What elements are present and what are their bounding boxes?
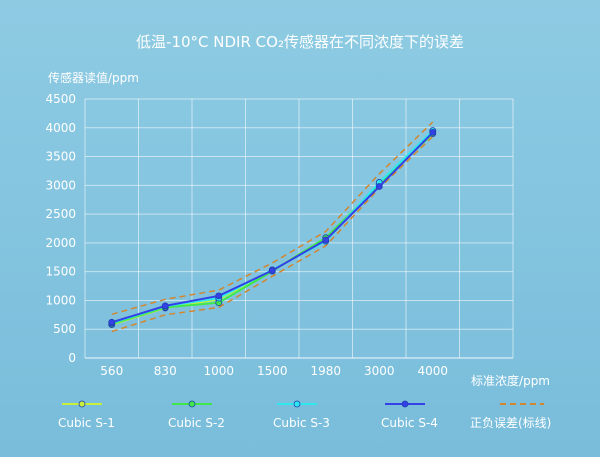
y-tick-label: 4500	[45, 92, 76, 106]
series-4-point	[322, 236, 330, 244]
x-tick-label: 1500	[257, 364, 288, 378]
y-tick-label: 1500	[45, 265, 76, 279]
series-line-4	[111, 131, 434, 324]
legend-swatch-marker	[188, 400, 196, 408]
legend-item-4: Cubic S-4	[381, 400, 438, 430]
legend-swatch-marker	[78, 400, 86, 408]
legend-swatch-marker	[293, 400, 301, 408]
series-4-point	[215, 292, 223, 300]
y-tick-label: 2500	[45, 207, 76, 221]
y-tick-label: 2000	[45, 236, 76, 250]
upper-error-line	[111, 121, 434, 316]
y-tick-label: 3000	[45, 178, 76, 192]
x-axis-label: 标准浓度/ppm	[471, 373, 550, 388]
legend-label: Cubic S-3	[273, 416, 330, 430]
y-tick-label: 0	[68, 351, 76, 365]
y-tick-label: 500	[53, 322, 76, 336]
x-tick-label: 3000	[364, 364, 395, 378]
legend-label: 正负误差(标线)	[470, 416, 551, 430]
x-tick-label: 1980	[310, 364, 341, 378]
series-4-point	[375, 183, 383, 190]
y-tick-label: 3500	[45, 150, 76, 164]
series-4-point	[161, 302, 169, 310]
legend-label: Cubic S-2	[168, 416, 225, 430]
legend-item-2: Cubic S-2	[168, 400, 225, 430]
series-4-point	[268, 267, 276, 274]
series-line-1	[111, 131, 434, 326]
x-tick-label: 1000	[203, 364, 234, 378]
series-line-2	[111, 132, 434, 325]
x-tick-label: 4000	[417, 364, 448, 378]
y-tick-label: 1000	[45, 293, 76, 307]
series-4-point	[108, 318, 116, 326]
series-4-point	[429, 128, 437, 136]
y-tick-label: 4000	[45, 121, 76, 135]
x-tick-label: 560	[100, 364, 123, 378]
legend-label: Cubic S-1	[58, 416, 115, 430]
legend-item-1: Cubic S-1	[58, 400, 115, 430]
series-line-3	[111, 129, 434, 324]
chart-title: 低温-10°C NDIR CO₂传感器在不同浓度下的误差	[136, 33, 464, 51]
lower-error-line	[111, 135, 434, 333]
y-axis-label: 传感器读值/ppm	[48, 70, 139, 85]
legend-swatch-marker	[401, 400, 409, 408]
series-band-fill	[111, 130, 433, 325]
x-tick-label: 830	[154, 364, 177, 378]
legend-item-5: 正负误差(标线)	[470, 403, 551, 430]
legend-label: Cubic S-4	[381, 416, 438, 430]
legend-item-3: Cubic S-3	[273, 400, 330, 430]
